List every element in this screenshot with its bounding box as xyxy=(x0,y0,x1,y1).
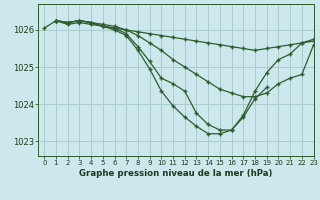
X-axis label: Graphe pression niveau de la mer (hPa): Graphe pression niveau de la mer (hPa) xyxy=(79,169,273,178)
